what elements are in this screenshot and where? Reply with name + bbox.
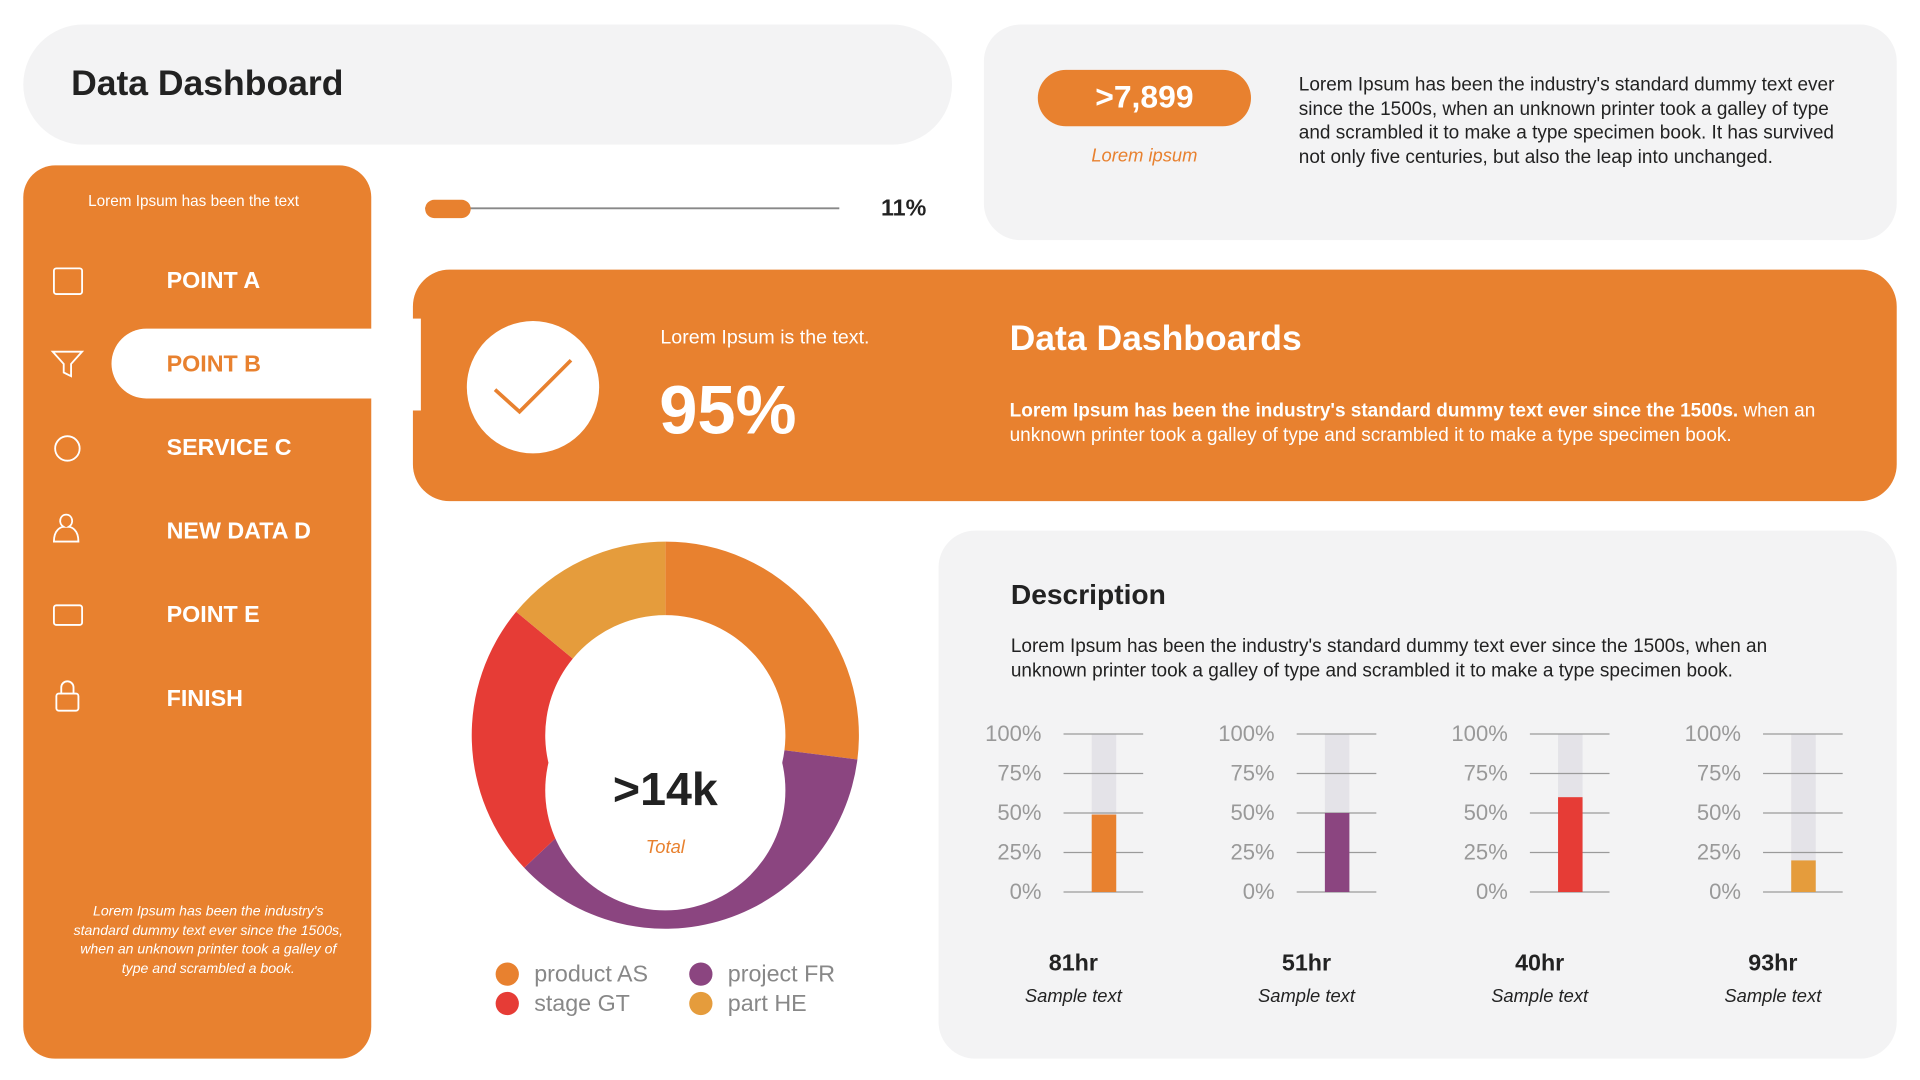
legend-swatch (495, 991, 519, 1016)
bar-caption: Sample text (1724, 985, 1822, 1006)
legend-swatch (689, 962, 713, 986)
y-tick-label: 75% (997, 761, 1041, 786)
bar-label: 51hr (1282, 949, 1331, 975)
gear-icon (54, 435, 81, 462)
pie-center-caption: Total (646, 836, 686, 857)
bar-label: 93hr (1748, 949, 1797, 975)
check-icon (493, 358, 573, 415)
y-tick-label: 75% (1697, 761, 1741, 786)
legend-label: product AS (534, 960, 648, 986)
bar (1558, 797, 1583, 893)
check-circle (466, 321, 600, 454)
y-tick-label: 0% (1010, 879, 1042, 904)
legend-label: project FR (728, 960, 835, 986)
legend-label: part HE (728, 990, 807, 1016)
stat-badge (1037, 69, 1252, 127)
banner-title: Data Dashboards (1010, 318, 1302, 358)
banner-text-normal: when an unknown printer took a galley of… (1009, 400, 1816, 446)
pie-hole (545, 670, 786, 911)
bar (1324, 812, 1350, 893)
y-tick-label: 50% (1231, 800, 1275, 825)
y-tick-label: 100% (1685, 721, 1741, 746)
y-tick-label: 100% (1451, 721, 1507, 746)
stat-text-box: Lorem Ipsum has been the industry's stan… (1298, 74, 1835, 168)
description-panel (938, 530, 1897, 1059)
progress-fill (425, 199, 471, 219)
y-tick-label: 0% (1709, 879, 1741, 904)
bar-label: 81hr (1049, 949, 1098, 975)
banner-panel (412, 269, 1897, 502)
y-tick-label: 0% (1476, 879, 1508, 904)
sidebar-item[interactable]: POINT A (167, 267, 261, 293)
y-tick-label: 25% (1697, 840, 1741, 865)
legend-label: stage GT (534, 990, 630, 1016)
y-tick-label: 25% (1464, 840, 1508, 865)
legend-swatch (495, 962, 519, 986)
sidebar-footer: Lorem Ipsum has been the industry's stan… (73, 904, 344, 976)
sidebar-item[interactable]: FINISH (167, 685, 243, 711)
active-item (111, 328, 406, 399)
description-text-box: Lorem Ipsum has been the industry's stan… (1010, 635, 1768, 681)
sidebar-item[interactable]: POINT E (167, 601, 260, 627)
description-title: Description (1011, 578, 1166, 610)
banner-text-bold: Lorem Ipsum has been the industry's stan… (1009, 400, 1739, 422)
sidebar-item[interactable]: POINT B (167, 351, 261, 377)
y-tick-label: 50% (1697, 800, 1741, 825)
y-tick-label: 75% (1464, 761, 1508, 786)
filter-icon (50, 350, 85, 378)
toolbox-icon (52, 604, 84, 626)
legend-swatch (689, 991, 713, 1016)
stat-caption: Lorem ipsum (1091, 145, 1197, 166)
bar-caption: Sample text (1025, 985, 1123, 1006)
bar-label: 40hr (1515, 949, 1564, 975)
lock-icon (55, 692, 80, 712)
bar-caption: Sample text (1258, 985, 1356, 1006)
sidebar-intro: Lorem Ipsum has been the text (88, 193, 300, 210)
y-tick-label: 0% (1243, 879, 1275, 904)
title: Data Dashboard (71, 63, 343, 103)
y-tick-label: 75% (1231, 761, 1275, 786)
y-tick-label: 25% (997, 840, 1041, 865)
banner-text: Lorem Ipsum has been the industry's stan… (1010, 399, 1843, 447)
banner-value: 95% (659, 372, 796, 449)
y-tick-label: 25% (1231, 840, 1275, 865)
progress-label: 11% (881, 195, 927, 221)
pie-slice (665, 541, 859, 760)
y-tick-label: 100% (985, 721, 1041, 746)
sidebar-icons (50, 267, 85, 712)
banner-text-box: Lorem Ipsum has been the industry's stan… (1010, 399, 1843, 447)
lock-shackle (60, 680, 75, 694)
sidebar-item[interactable]: NEW DATA D (167, 518, 311, 544)
bar (1091, 814, 1117, 893)
bar-caption: Sample text (1491, 985, 1589, 1006)
y-tick-label: 50% (1464, 800, 1508, 825)
bar (1791, 860, 1816, 893)
sidebar-item[interactable]: SERVICE C (167, 434, 292, 460)
calendar-icon (52, 267, 84, 296)
description-text: Lorem Ipsum has been the industry's stan… (1010, 635, 1768, 681)
pie-slice (516, 541, 666, 659)
banner-subtitle: Lorem Ipsum is the text. (660, 326, 869, 348)
stat-value: >7,899 (1095, 79, 1193, 115)
sidebar-edge (371, 318, 421, 411)
header-panel (23, 24, 953, 145)
people-icon (52, 513, 80, 543)
y-tick-label: 100% (1218, 721, 1274, 746)
pie-center-label: >14k (613, 763, 718, 815)
stat-text: Lorem Ipsum has been the industry's stan… (1298, 74, 1835, 168)
sidebar-footer-box: Lorem Ipsum has been the industry's stan… (73, 904, 344, 976)
y-tick-label: 50% (997, 800, 1041, 825)
